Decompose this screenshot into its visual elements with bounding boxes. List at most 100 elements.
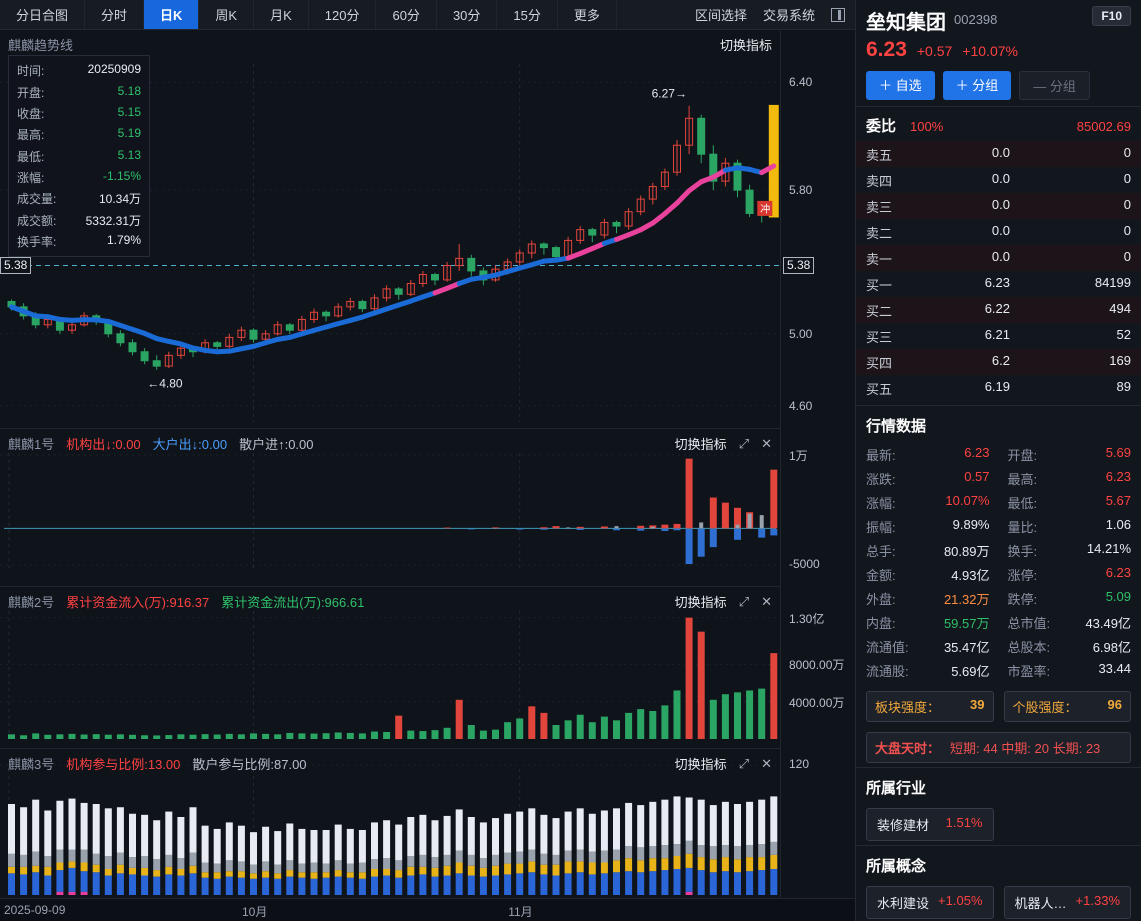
tab-周K[interactable]: 周K [199, 0, 255, 29]
section-title-industry: 所属行业 [856, 767, 1141, 804]
tooltip-row: 成交量: 10.34万 [17, 188, 141, 209]
close-icon[interactable]: ✕ [761, 755, 772, 771]
market-data-cell: 涨停: 6.23 [1008, 562, 1132, 586]
main-chart-panel[interactable]: 6.27→ ←4.80 冲 麒麟趋势线 切换指标 时间: 20250909 开盘: 5.1… [0, 30, 780, 428]
stock-code: 002398 [954, 12, 998, 27]
participation-stacked-bars[interactable] [0, 749, 780, 899]
field-value: 0.57 [964, 468, 990, 484]
expand-icon[interactable]: ⤢ [738, 435, 750, 451]
level-price: 6.2 [991, 352, 1010, 368]
candlestick-chart[interactable]: 6.27→ ←4.80 冲 [0, 30, 780, 428]
weibi-label: 委比 [866, 118, 897, 135]
book-row-sell[interactable]: 卖二 0.0 0 [856, 219, 1141, 245]
book-row-buy[interactable]: 买二 6.22 494 [856, 297, 1141, 323]
strength-label: 板块强度： [875, 700, 941, 715]
add-watchlist-button[interactable]: ＋ 自选 [866, 71, 935, 100]
strength-box[interactable]: 板块强度： 39 [866, 691, 994, 722]
level-price: 0.0 [991, 248, 1010, 264]
market-data-cell: 涨跌: 0.57 [866, 466, 990, 490]
industry-box[interactable]: 装修建材 1.51% [866, 808, 994, 841]
price-axis-gutter: 6.40 5.80 5.00 4.60 5.38 1万 -5000 1.30亿 8000.00万… [780, 30, 855, 898]
field-label: 换手: [1007, 543, 1038, 559]
collapse-sidebar-icon[interactable] [831, 7, 845, 22]
price-row: 6.23 +0.57 +10.07% [856, 35, 1141, 64]
industry-grid: 装修建材 1.51% [856, 804, 1141, 841]
market-timing-values: 短期: 44 中期: 20 长期: 23 [950, 741, 1101, 756]
book-row-sell[interactable]: 卖三 0.0 0 [856, 193, 1141, 219]
field-value: 6.23 [964, 444, 990, 460]
tooltip-value: 1.79% [106, 233, 141, 248]
svg-text:6.27→: 6.27→ [652, 87, 687, 101]
concept-box[interactable]: 机器人… +1.33% [1003, 886, 1131, 919]
book-row-buy[interactable]: 买一 6.23 84199 [856, 271, 1141, 297]
sub-panel-2[interactable]: 麒麟2号 累计资金流入(万):916.37 累计资金流出(万):966.61 切… [0, 586, 780, 748]
concept-box[interactable]: 水利建设 +1.05% [866, 886, 994, 919]
strength-value: 96 [1107, 697, 1122, 712]
tag-name: 装修建材 [877, 818, 930, 833]
tag-name: 机器人… [1014, 896, 1067, 911]
book-row-buy[interactable]: 买三 6.21 52 [856, 323, 1141, 349]
tooltip-value: -1.15% [102, 169, 141, 184]
field-value: 9.89% [952, 516, 990, 532]
remove-group-button[interactable]: — 分组 [1019, 71, 1090, 100]
action-buttons: ＋ 自选 ＋ 分组 — 分组 [856, 64, 1141, 106]
range-select-button[interactable]: 区间选择 [694, 8, 747, 23]
market-timing-box[interactable]: 大盘天时： 短期: 44 中期: 20 长期: 23 [866, 732, 1131, 763]
book-row-sell[interactable]: 卖四 0.0 0 [856, 167, 1141, 193]
expand-icon[interactable]: ⤢ [738, 593, 750, 609]
tab-30分[interactable]: 30分 [437, 0, 498, 29]
field-value: 35.47亿 [943, 639, 990, 655]
field-value: 1.06 [1105, 516, 1131, 532]
level-label: 卖一 [866, 251, 893, 267]
last-price: 6.23 [866, 38, 907, 61]
field-label: 流通值: [866, 639, 909, 655]
close-icon[interactable]: ✕ [761, 593, 772, 609]
market-data-cell: 最新: 6.23 [866, 442, 990, 466]
book-row-sell[interactable]: 卖一 0.0 0 [856, 245, 1141, 271]
tab-15分[interactable]: 15分 [497, 0, 558, 29]
market-data-cell: 流通值: 35.47亿 [866, 634, 990, 658]
switch-indicator-button[interactable]: 切换指标 [719, 38, 772, 53]
tooltip-value: 20250909 [87, 62, 141, 77]
sub-panel-1[interactable]: 麒麟1号 机构出↓:0.00 大户出↓:0.00 散户进↑:0.00 切换指标 … [0, 428, 780, 586]
level-volume: 89 [1116, 378, 1131, 394]
book-row-sell[interactable]: 卖五 0.0 0 [856, 141, 1141, 167]
tag-pct: +1.05% [938, 893, 983, 908]
axis-tick-label: 4000.00万 [789, 695, 845, 710]
switch-indicator-button[interactable]: 切换指标 [674, 757, 727, 772]
tooltip-label: 成交额: [17, 213, 57, 228]
period-tabs: 分日合图 分时 日K 周K 月K 120分 60分 30分 15分 更多 [0, 0, 617, 29]
level-volume: 0 [1123, 196, 1131, 212]
tab-分日合图[interactable]: 分日合图 [0, 0, 86, 29]
switch-indicator-button[interactable]: 切换指标 [674, 437, 727, 452]
switch-indicator-button[interactable]: 切换指标 [674, 595, 727, 610]
strength-box[interactable]: 个股强度： 96 [1003, 691, 1131, 722]
tab-60分[interactable]: 60分 [376, 0, 437, 29]
ohlc-tooltip: 时间: 20250909 开盘: 5.18 收盘: 5.15 最高: 5.19 最低: 5.13 涨… [8, 55, 150, 258]
concepts-grid: 水利建设+1.05%机器人…+1.33%医疗器…+1.39%一带一路+1.12%… [856, 882, 1141, 921]
level-volume: 0 [1123, 222, 1131, 238]
tab-月K[interactable]: 月K [254, 0, 309, 29]
close-icon[interactable]: ✕ [761, 435, 772, 451]
price-ref-chip-right: 5.38 [783, 256, 815, 274]
market-data-cell: 总手: 80.89万 [866, 538, 990, 562]
tab-日K[interactable]: 日K [144, 0, 200, 29]
book-row-buy[interactable]: 买五 6.19 89 [856, 375, 1141, 401]
cumulative-flow-bars[interactable] [0, 587, 780, 749]
f10-button[interactable]: F10 [1092, 6, 1131, 26]
market-data-cell: 量比: 1.06 [1008, 514, 1132, 538]
tab-分时[interactable]: 分时 [85, 0, 145, 29]
tooltip-label: 涨幅: [17, 171, 45, 186]
expand-icon[interactable]: ⤢ [738, 755, 750, 771]
level-price: 6.22 [984, 300, 1010, 316]
weibi-value: 85002.69 [1076, 119, 1131, 134]
add-group-button[interactable]: ＋ 分组 [942, 71, 1012, 100]
trade-system-button[interactable]: 交易系统 [762, 8, 815, 23]
tab-更多[interactable]: 更多 [558, 0, 617, 29]
tab-120分[interactable]: 120分 [309, 0, 377, 29]
book-row-buy[interactable]: 买四 6.2 169 [856, 349, 1141, 375]
level-volume: 0 [1123, 170, 1131, 186]
sub-panel-3[interactable]: 麒麟3号 机构参与比例:13.00 散户参与比例:87.00 切换指标 ⤢ ✕ [0, 748, 780, 898]
field-label: 振幅: [866, 519, 896, 535]
fund-flow-bars[interactable] [0, 429, 780, 587]
